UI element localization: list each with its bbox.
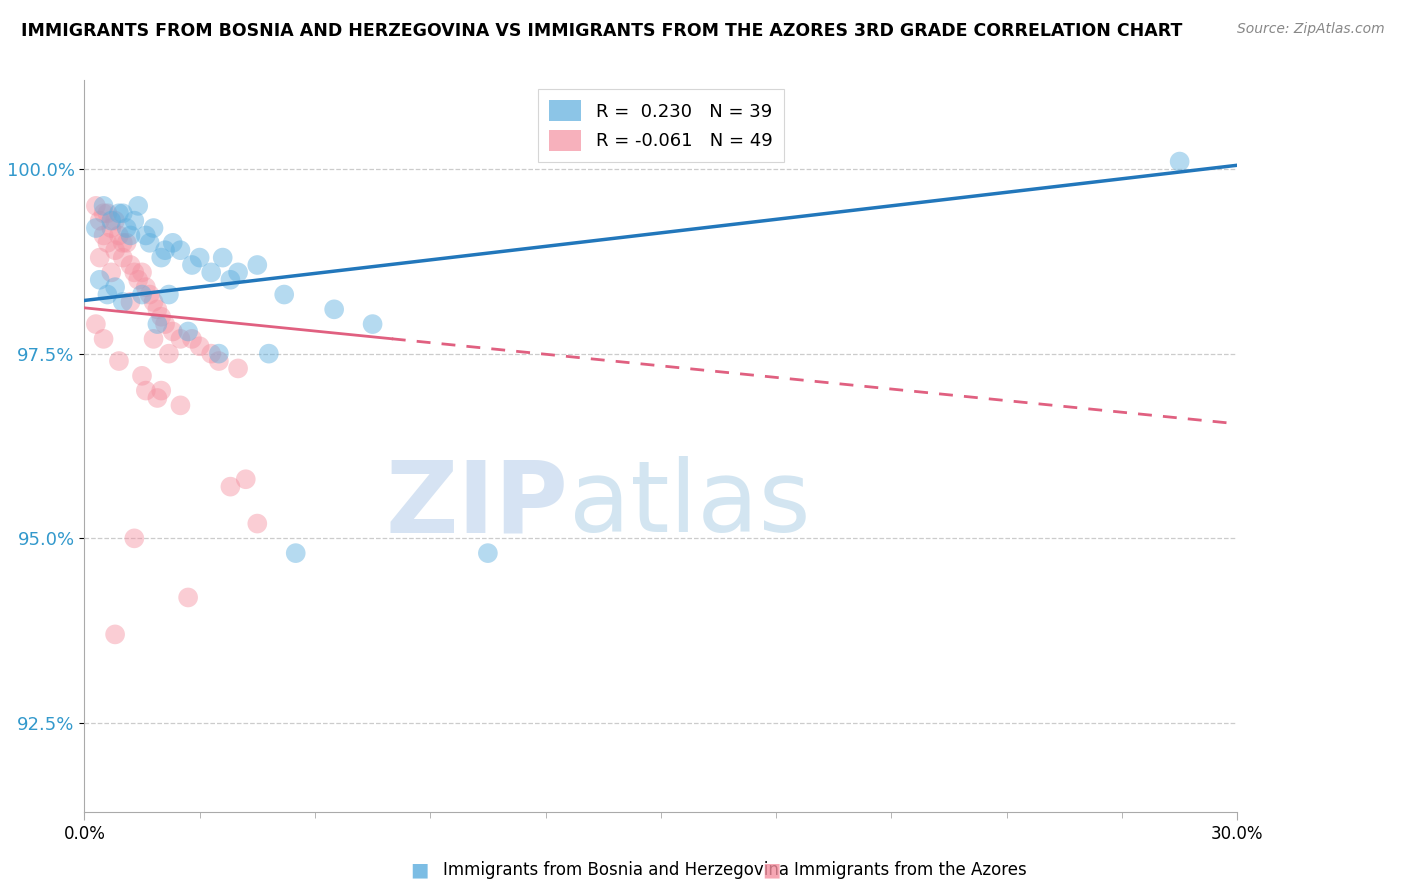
Point: [246, 516, 269, 531]
Text: ■: ■: [762, 860, 780, 880]
Legend: R =  0.230   N = 39, R = -0.061   N = 49: R = 0.230 N = 39, R = -0.061 N = 49: [538, 89, 783, 161]
Point: [100, 213, 122, 227]
Point: [153, 317, 176, 331]
Point: [162, 235, 184, 250]
Text: Immigrants from the Azores: Immigrants from the Azores: [794, 861, 1028, 879]
Point: [208, 346, 231, 360]
Text: ZIP: ZIP: [385, 456, 568, 553]
Point: [120, 228, 142, 243]
Point: [104, 280, 127, 294]
Point: [104, 213, 127, 227]
Point: [135, 280, 157, 294]
Point: [89, 273, 111, 287]
Text: atlas: atlas: [568, 456, 810, 553]
Point: [257, 346, 280, 360]
Point: [93, 228, 115, 243]
Point: [84, 199, 107, 213]
Point: [284, 546, 307, 560]
Point: [150, 384, 173, 398]
Point: [323, 302, 346, 317]
Point: [181, 332, 204, 346]
Point: [115, 221, 138, 235]
Point: [108, 228, 131, 243]
Point: [127, 199, 149, 213]
Point: [93, 199, 115, 213]
Point: [131, 265, 153, 279]
Point: [153, 244, 176, 258]
Point: [157, 346, 180, 360]
Point: [200, 265, 222, 279]
Point: [135, 384, 157, 398]
Point: [120, 258, 142, 272]
Point: [93, 206, 115, 220]
Text: Immigrants from Bosnia and Herzegovina: Immigrants from Bosnia and Herzegovina: [443, 861, 789, 879]
Point: [200, 346, 222, 360]
Point: [104, 244, 127, 258]
Point: [142, 332, 165, 346]
Point: [169, 244, 191, 258]
Point: [89, 213, 111, 227]
Text: Source: ZipAtlas.com: Source: ZipAtlas.com: [1237, 22, 1385, 37]
Point: [111, 251, 134, 265]
Point: [93, 332, 115, 346]
Point: [181, 258, 204, 272]
Point: [142, 221, 165, 235]
Point: [150, 251, 173, 265]
Point: [124, 265, 146, 279]
Point: [1168, 154, 1191, 169]
Point: [273, 287, 295, 301]
Point: [96, 287, 118, 301]
Point: [138, 287, 160, 301]
Point: [142, 294, 165, 309]
Point: [100, 221, 122, 235]
Point: [120, 294, 142, 309]
Point: [177, 591, 200, 605]
Point: [111, 206, 134, 220]
Point: [219, 480, 242, 494]
Point: [131, 368, 153, 383]
Point: [138, 235, 160, 250]
Point: [177, 325, 200, 339]
Point: [188, 251, 211, 265]
Point: [111, 235, 134, 250]
Point: [135, 228, 157, 243]
Point: [124, 213, 146, 227]
Point: [96, 206, 118, 220]
Point: [84, 221, 107, 235]
Point: [108, 206, 131, 220]
Point: [111, 294, 134, 309]
Point: [115, 235, 138, 250]
Point: [246, 258, 269, 272]
Point: [208, 354, 231, 368]
Text: ■: ■: [411, 860, 429, 880]
Point: [104, 627, 127, 641]
Point: [361, 317, 384, 331]
Point: [89, 251, 111, 265]
Point: [235, 472, 257, 486]
Point: [146, 302, 169, 317]
Point: [219, 273, 242, 287]
Text: IMMIGRANTS FROM BOSNIA AND HERZEGOVINA VS IMMIGRANTS FROM THE AZORES 3RD GRADE C: IMMIGRANTS FROM BOSNIA AND HERZEGOVINA V…: [21, 22, 1182, 40]
Point: [108, 354, 131, 368]
Point: [169, 332, 191, 346]
Point: [211, 251, 233, 265]
Point: [146, 317, 169, 331]
Point: [131, 287, 153, 301]
Point: [84, 317, 107, 331]
Point: [157, 287, 180, 301]
Point: [188, 339, 211, 353]
Point: [162, 325, 184, 339]
Point: [150, 310, 173, 324]
Point: [127, 273, 149, 287]
Point: [477, 546, 499, 560]
Point: [169, 398, 191, 412]
Point: [226, 265, 249, 279]
Point: [226, 361, 249, 376]
Point: [124, 532, 146, 546]
Point: [96, 235, 118, 250]
Point: [146, 391, 169, 405]
Point: [100, 265, 122, 279]
